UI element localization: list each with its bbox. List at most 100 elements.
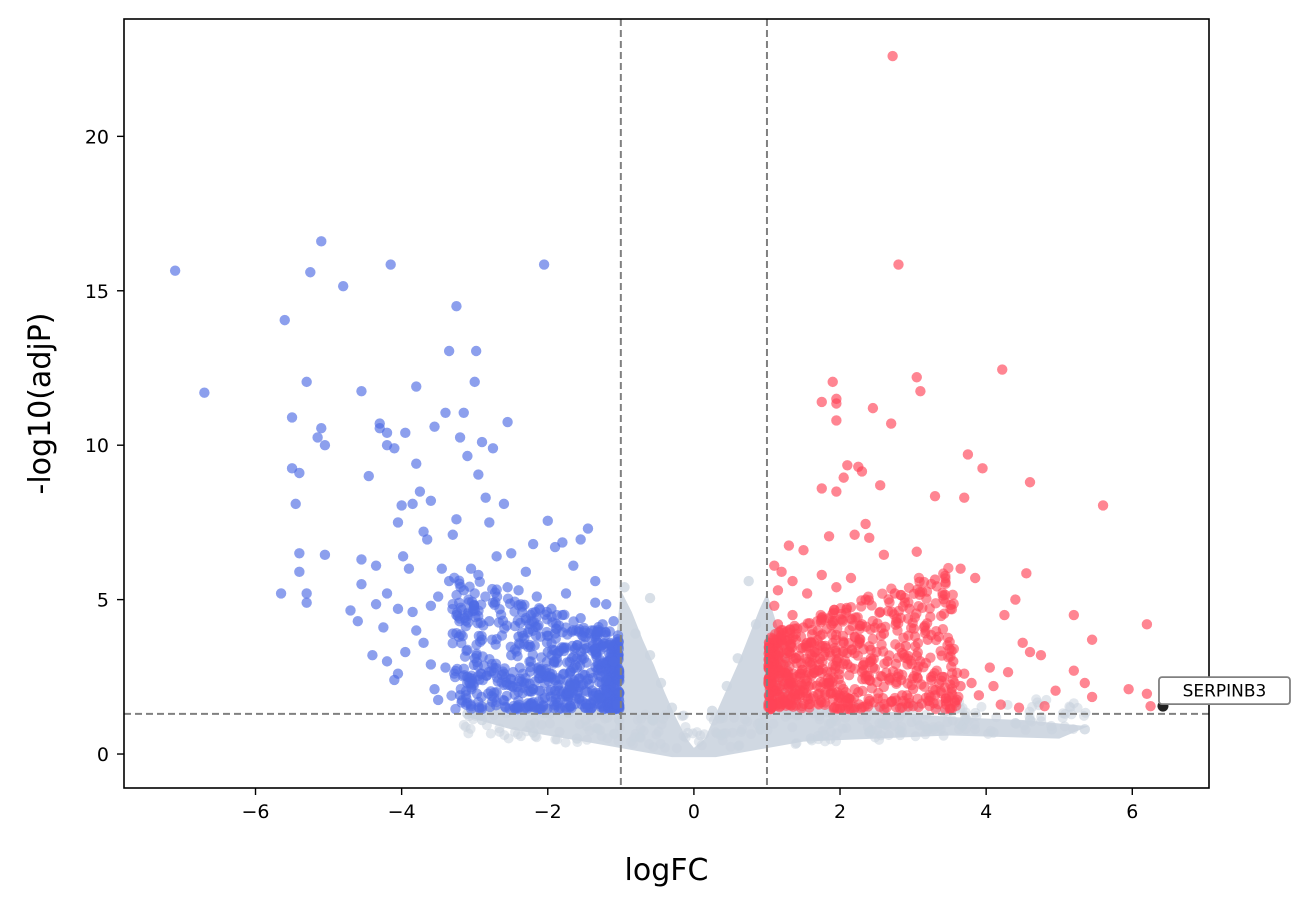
down-point: [579, 643, 590, 655]
down-point: [601, 687, 613, 698]
up-point: [908, 623, 920, 634]
down-point: [604, 637, 616, 649]
up-point: [787, 609, 798, 621]
up-point: [1013, 702, 1025, 713]
up-point: [977, 463, 988, 474]
up-point: [816, 612, 827, 624]
up-point: [969, 572, 981, 584]
axes: SERPINB3 −6 −4 −2 0 2 4 6 0 5 10 15 20: [85, 126, 1291, 823]
x-tick-label: −6: [242, 801, 270, 823]
up-point: [951, 694, 963, 706]
down-point: [561, 657, 573, 668]
up-point: [1068, 609, 1080, 621]
down-point: [571, 662, 583, 673]
down-point: [491, 687, 502, 698]
down-point: [530, 606, 541, 618]
up-point: [947, 589, 958, 601]
down-point: [569, 698, 581, 710]
ns-point: [530, 731, 541, 742]
y-tick-label: 10: [85, 435, 109, 457]
up-point: [929, 574, 941, 585]
down-point: [614, 666, 625, 678]
up-point: [846, 614, 858, 625]
ns-point: [840, 712, 851, 723]
down-point: [492, 676, 504, 687]
up-point: [922, 634, 933, 645]
up-point: [893, 668, 904, 679]
up-point: [937, 671, 948, 683]
up-point: [845, 572, 857, 584]
down-point: [487, 443, 499, 454]
up-point: [831, 486, 842, 497]
ns-point: [762, 725, 773, 736]
up-point: [879, 703, 890, 715]
up-point: [912, 693, 923, 705]
x-tick-label: −4: [388, 801, 416, 823]
down-point: [611, 699, 623, 710]
up-point: [878, 628, 890, 639]
down-point: [491, 551, 502, 562]
down-point: [580, 702, 591, 714]
down-point: [469, 653, 480, 664]
down-point: [529, 640, 540, 651]
down-point: [432, 591, 444, 602]
up-point: [885, 418, 897, 429]
ns-point: [1072, 702, 1083, 713]
down-point: [578, 678, 589, 690]
down-point: [548, 658, 560, 669]
down-point: [440, 407, 451, 418]
annotation-label: SERPINB3: [1183, 682, 1267, 702]
up-point: [1035, 650, 1047, 661]
up-point: [794, 668, 806, 679]
up-point: [868, 697, 880, 708]
down-point: [447, 529, 458, 540]
ns-point: [630, 628, 641, 639]
ns-point: [536, 719, 547, 730]
down-point: [601, 674, 612, 686]
ns-point: [746, 729, 757, 740]
down-point: [468, 603, 480, 615]
up-point: [818, 650, 829, 662]
up-point: [984, 662, 996, 673]
down-point: [560, 622, 572, 633]
up-point: [997, 364, 1008, 375]
up-point: [911, 665, 922, 676]
ns-point: [736, 727, 747, 738]
up-point: [816, 483, 827, 494]
ns-point: [659, 742, 670, 753]
up-point: [1141, 688, 1153, 700]
up-point: [763, 660, 774, 672]
down-point: [589, 643, 600, 655]
down-point: [541, 637, 553, 648]
down-point: [352, 616, 364, 627]
down-point: [381, 656, 393, 667]
ns-point: [521, 726, 532, 737]
up-point: [831, 398, 842, 409]
down-point: [418, 526, 429, 537]
down-point: [279, 314, 290, 326]
up-point: [878, 681, 890, 693]
up-point: [937, 590, 948, 601]
down-point: [484, 517, 495, 528]
ns-point: [481, 720, 492, 731]
down-point: [407, 498, 418, 510]
down-point: [385, 259, 396, 270]
up-point: [833, 674, 845, 685]
down-point: [582, 523, 594, 534]
up-point: [826, 629, 838, 640]
down-point: [458, 585, 469, 596]
up-point: [789, 693, 801, 704]
ns-point: [976, 701, 987, 712]
down-point: [459, 651, 471, 662]
down-point: [443, 345, 455, 357]
ns-point: [768, 718, 779, 729]
down-point: [486, 658, 498, 670]
ns-point: [817, 726, 828, 737]
down-point: [514, 662, 526, 673]
up-point: [798, 622, 809, 633]
down-point: [511, 703, 523, 714]
ns-point: [787, 722, 798, 733]
up-point: [988, 680, 999, 692]
down-point: [370, 560, 382, 571]
up-point: [772, 619, 784, 630]
